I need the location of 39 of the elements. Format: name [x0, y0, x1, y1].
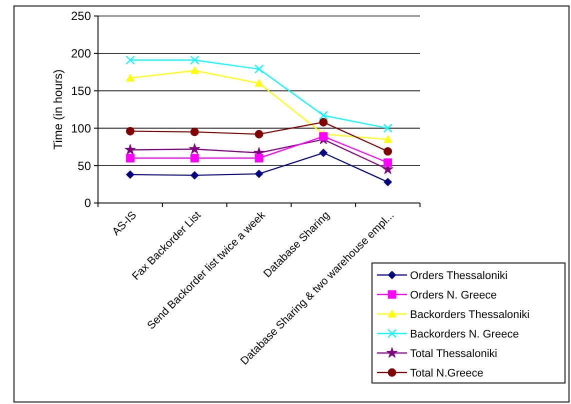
- point: [318, 110, 328, 120]
- y-tick-label: 100: [70, 121, 92, 136]
- point: [254, 130, 264, 138]
- point: [319, 132, 328, 141]
- point: [384, 135, 392, 143]
- point: [124, 144, 136, 155]
- legend-label: Total N.Greece: [410, 367, 484, 380]
- y-tick-label: 0: [84, 196, 92, 210]
- point: [126, 74, 134, 82]
- point: [254, 170, 264, 178]
- point: [126, 56, 135, 65]
- legend-label: Orders N. Greece: [410, 289, 497, 302]
- y-tick-label: 150: [70, 84, 92, 98]
- point: [383, 124, 392, 133]
- legend-label: Backorders N. Greece: [410, 328, 519, 340]
- point: [190, 56, 200, 65]
- point: [190, 154, 199, 162]
- point: [384, 158, 392, 167]
- point: [254, 154, 264, 162]
- point: [126, 154, 134, 162]
- point: [319, 148, 328, 158]
- point: [190, 66, 199, 74]
- y-tick-label: 250: [70, 9, 92, 24]
- legend-label: Orders Thessaloniki: [410, 270, 508, 282]
- point: [190, 128, 199, 136]
- point: [189, 143, 200, 154]
- point: [254, 79, 264, 87]
- point: [319, 118, 328, 126]
- y-tick-label: 200: [70, 46, 92, 61]
- y-axis-title: Time (in hours): [51, 69, 65, 150]
- point: [190, 171, 199, 180]
- point: [126, 126, 134, 136]
- legend-label: Backorders Thessaloniki: [410, 308, 530, 321]
- legend-label: Total Thessaloniki: [410, 348, 498, 360]
- point: [384, 147, 392, 156]
- y-tick-label: 50: [78, 158, 92, 173]
- point: [126, 170, 134, 179]
- point: [384, 178, 392, 186]
- point: [254, 64, 264, 74]
